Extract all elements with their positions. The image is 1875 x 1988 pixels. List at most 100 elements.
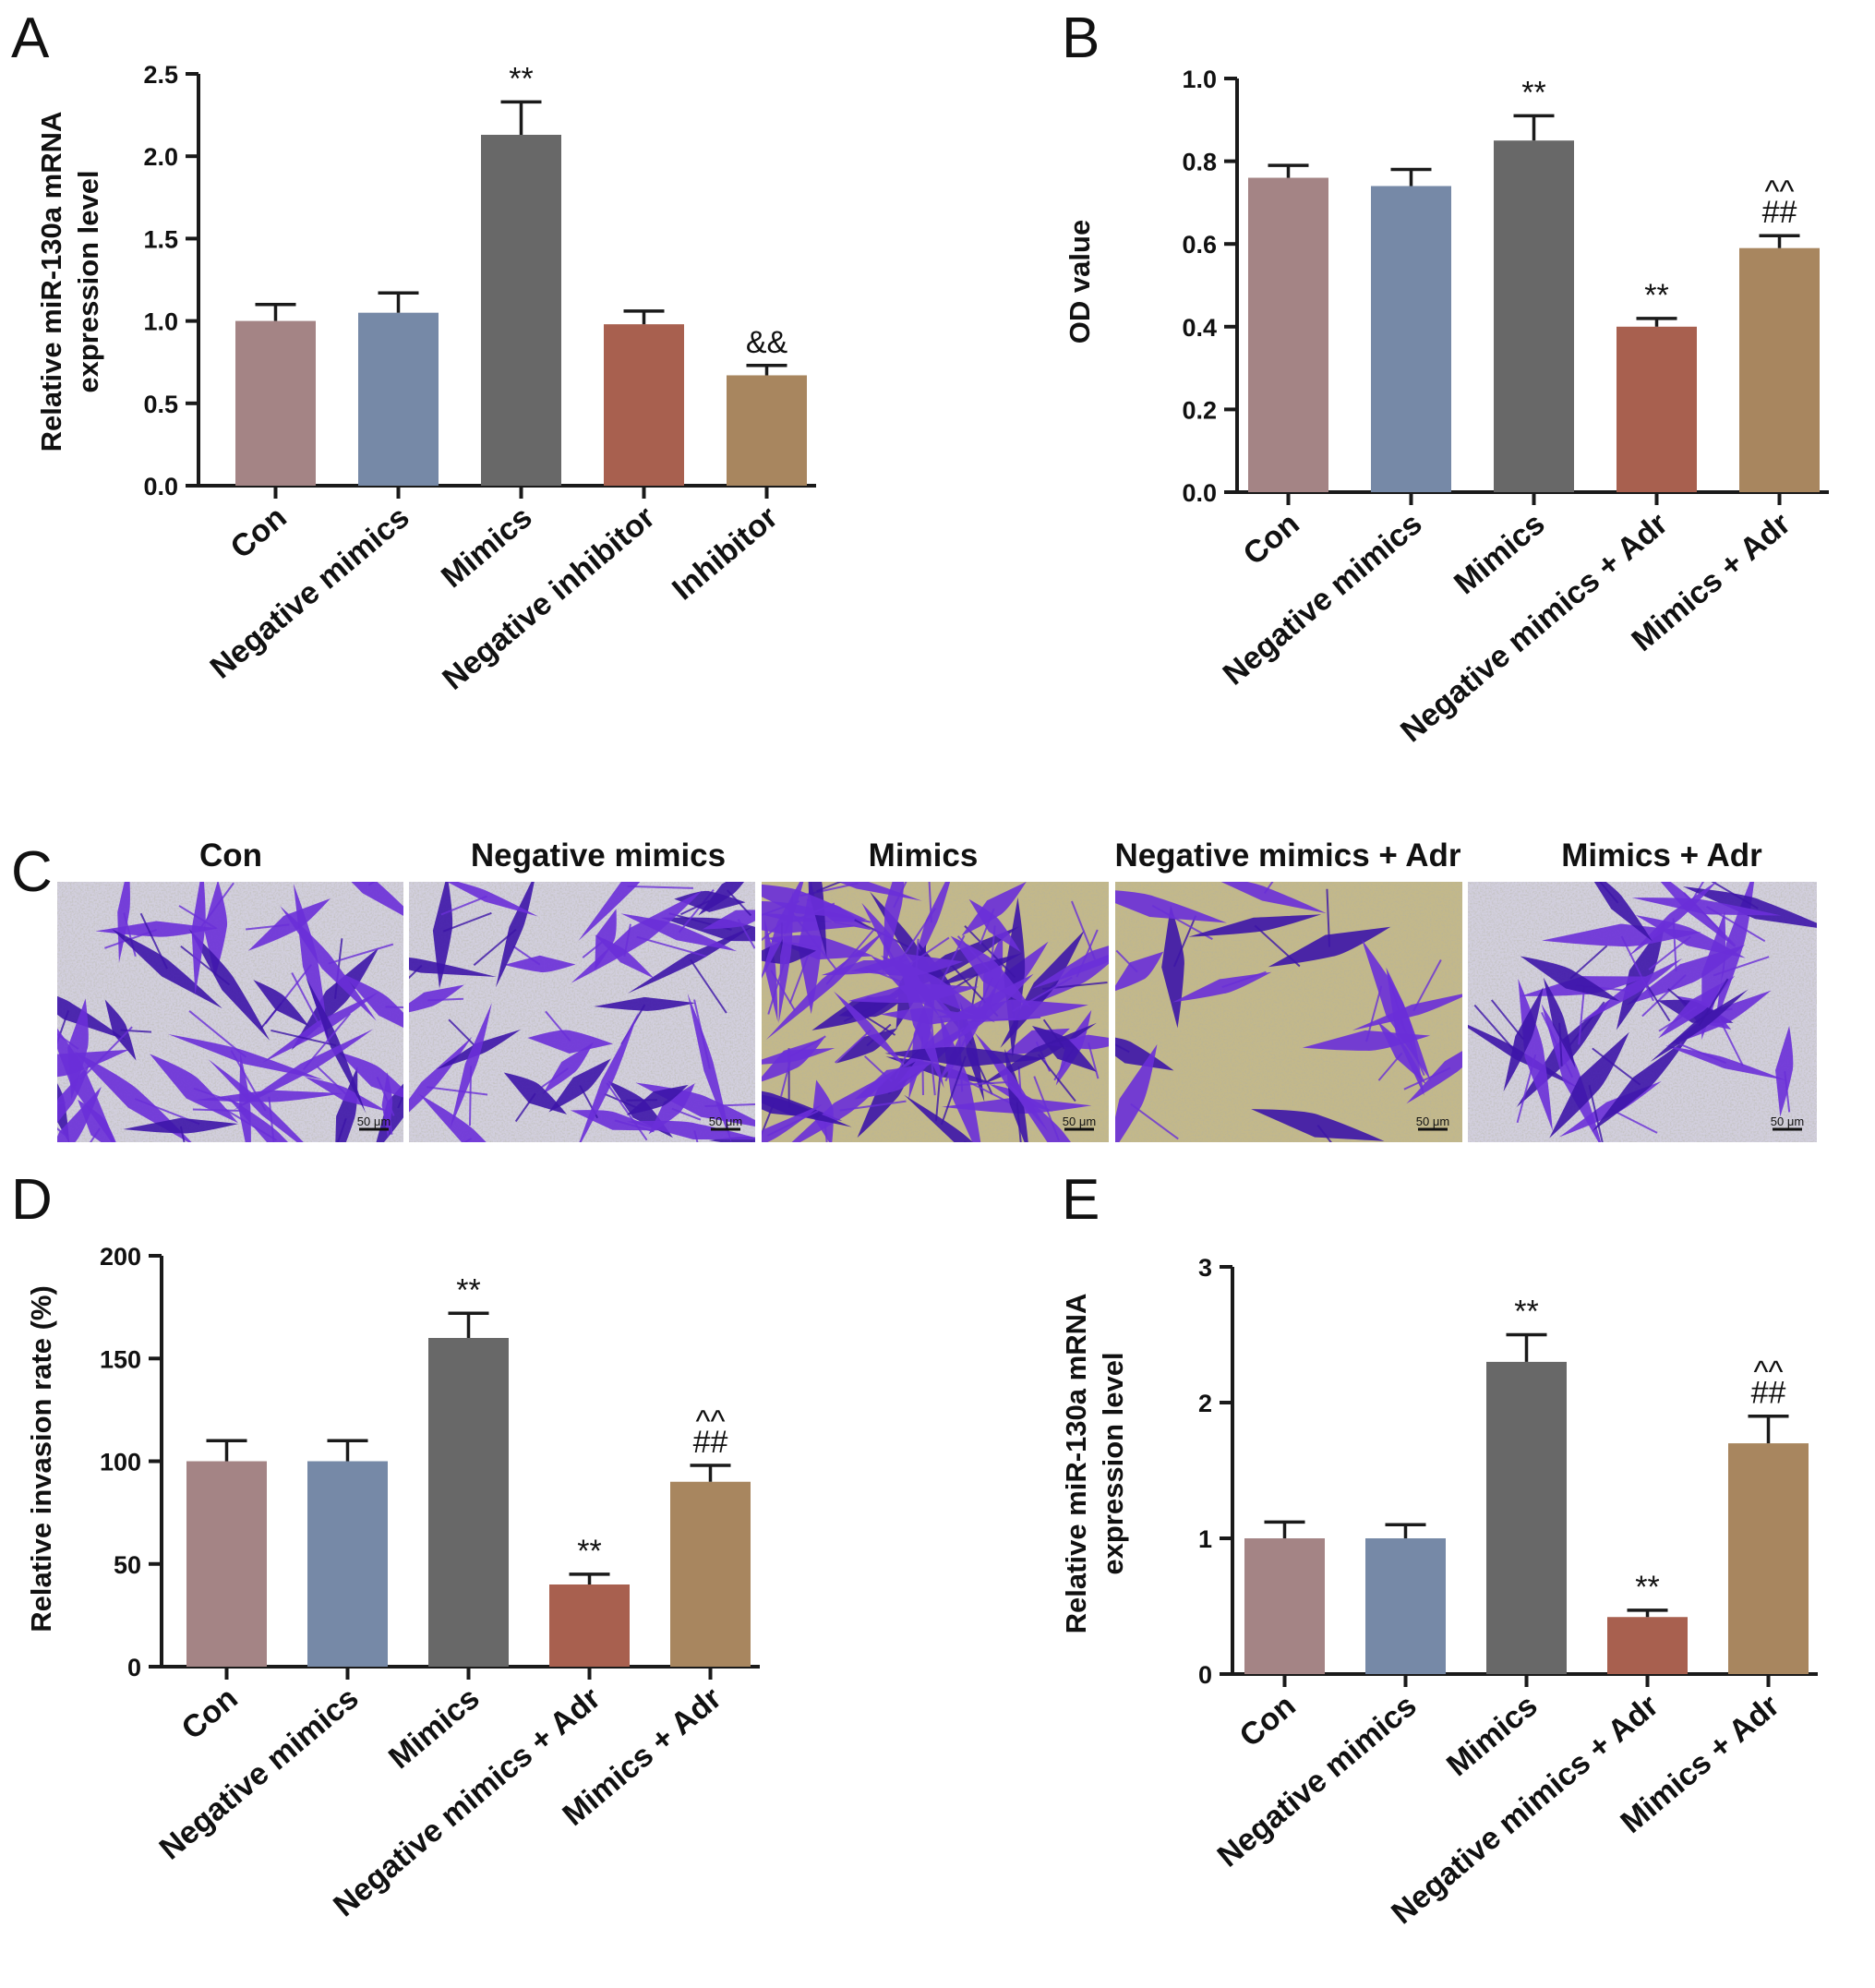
stained-cell: [1631, 898, 1782, 916]
bar-mimics-adr: [1739, 247, 1820, 492]
cell-protrusion: [1698, 978, 1729, 1027]
cell-protrusion: [839, 1100, 907, 1112]
y-tick-label: 1: [1198, 1525, 1212, 1553]
cell-protrusion: [180, 945, 231, 986]
scale-bar-label: 50 μm: [1771, 1114, 1804, 1128]
bar-chart-panel-a: A 0.0 0.5 1.0 1.5 2.0 2.5 Relative miR-130a mRN…: [11, 6, 816, 697]
cell-protrusion: [473, 928, 517, 967]
cell-protrusion: [1490, 999, 1524, 1041]
cell-protrusion: [1620, 935, 1654, 1002]
bar-negative-mimics-adr: [1617, 326, 1697, 492]
stained-cell: [343, 973, 403, 1040]
scale-bar-label: 50 μm: [357, 1114, 391, 1128]
cell-protrusion: [627, 885, 693, 889]
y-tick-label: 100: [100, 1449, 141, 1476]
cell-protrusion: [179, 1126, 186, 1142]
stained-cell: [1628, 882, 1719, 957]
stained-cell: [436, 882, 538, 917]
cell-protrusion: [1609, 1108, 1658, 1134]
stained-cell: [851, 954, 964, 977]
cell-protrusion: [704, 1103, 755, 1108]
x-category-label: Con: [175, 1681, 245, 1747]
stained-cell: [698, 882, 755, 916]
x-category-label: Negative mimics: [1217, 506, 1429, 693]
y-axis-title: Relative miR-130a mRNA expression level: [35, 112, 104, 452]
stained-cell: [687, 993, 732, 1142]
cell-protrusion: [246, 923, 290, 931]
x-category-label: Negative mimics: [204, 500, 416, 686]
cell-protrusion: [1592, 1047, 1641, 1086]
stained-cell: [409, 954, 497, 977]
cell-protrusion: [780, 1060, 792, 1097]
significance-marker: **: [1644, 278, 1668, 313]
cell-protrusion: [928, 882, 932, 923]
bar-mimics-adr: [1728, 1443, 1809, 1674]
bar-con: [186, 1461, 267, 1667]
bar-mimics: [428, 1338, 509, 1667]
bar-negative-mimics: [1371, 186, 1451, 493]
cell-protrusion: [57, 1066, 58, 1067]
bar-mimics: [1494, 140, 1574, 492]
cell-protrusion: [57, 1102, 66, 1105]
stained-cell: [1202, 882, 1327, 914]
cell-protrusion: [259, 1002, 282, 1030]
stained-cell: [450, 1002, 492, 1129]
stained-cell: [496, 882, 536, 988]
cell-protrusion: [991, 925, 996, 959]
cell-protrusion: [224, 1108, 278, 1141]
y-tick-label: 0.8: [1182, 149, 1217, 176]
cell-protrusion: [57, 1127, 69, 1139]
micrograph-title: Mimics: [869, 837, 979, 874]
cell-protrusion: [1641, 974, 1687, 1018]
scale-bar-label: 50 μm: [1063, 1114, 1096, 1128]
cell-protrusion: [316, 1066, 347, 1095]
bar-mimics: [481, 135, 561, 486]
significance-marker: ##: [1762, 195, 1797, 230]
stained-cell: [1406, 1031, 1462, 1104]
cell-protrusion: [427, 1086, 488, 1096]
panel-label-a: A: [11, 6, 50, 70]
stained-cell: [1775, 1026, 1794, 1117]
y-tick-label: 1.0: [1182, 66, 1217, 93]
significance-marker: **: [1521, 75, 1545, 110]
cell-protrusion: [671, 1107, 702, 1121]
cell-protrusion: [1706, 906, 1766, 943]
x-category-label: Con: [224, 500, 294, 566]
significance-marker: ^^: [696, 1404, 726, 1440]
bar-inhibitor: [727, 375, 807, 486]
panel-label-e: E: [1062, 1168, 1100, 1232]
cell-protrusion: [1658, 1006, 1698, 1032]
stained-cell: [702, 909, 755, 930]
y-tick-label: 0: [127, 1654, 141, 1681]
stained-cell: [312, 882, 403, 928]
stained-cell: [123, 1117, 239, 1134]
stained-cell: [280, 906, 377, 1021]
cell-protrusion: [1395, 1009, 1425, 1077]
micrograph-title: Con: [199, 837, 262, 874]
stained-cell: [261, 992, 379, 1064]
significance-marker: **: [577, 1534, 601, 1569]
x-category-label: Negative inhibitor: [436, 500, 661, 697]
cell-protrusion: [386, 1104, 393, 1135]
cell-protrusion: [302, 1013, 351, 1070]
bar-chart-panel-e: E 0 1 2 3 Relative miR-130a mRNA expression le…: [1060, 1168, 1818, 1931]
cell-protrusion: [328, 943, 394, 965]
cell-protrusion: [291, 972, 322, 1029]
bar-con: [1244, 1538, 1325, 1674]
stained-cell: [1007, 1083, 1109, 1142]
cell-protrusion: [1473, 1004, 1519, 1055]
cell-protrusion: [427, 997, 463, 1002]
stained-cell: [548, 1058, 611, 1113]
stained-cell: [1031, 930, 1109, 989]
bar-mimics-adr: [670, 1481, 751, 1667]
bar-chart-panel-d: D 0 50 100 150 200 Relative invasion rate (%) C…: [11, 1168, 760, 1923]
x-category-label: Con: [1233, 1688, 1303, 1754]
panel-label-d: D: [11, 1168, 53, 1232]
significance-marker: **: [456, 1272, 480, 1307]
stained-cell: [194, 1090, 343, 1102]
stained-cell: [337, 1051, 403, 1102]
cell-protrusion: [835, 1029, 871, 1064]
cell-protrusion: [336, 1117, 347, 1142]
stained-cell: [595, 909, 617, 970]
stained-cell: [766, 934, 874, 960]
